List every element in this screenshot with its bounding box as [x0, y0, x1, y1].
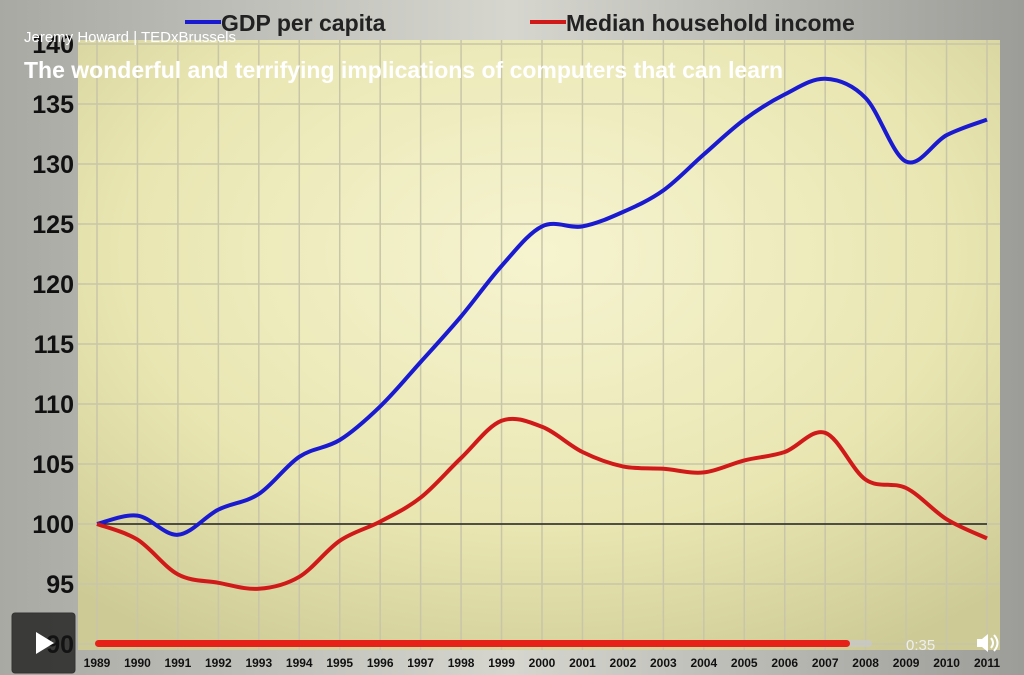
plot-area — [78, 40, 1000, 650]
x-tick-label: 2004 — [690, 656, 717, 670]
player-overlay: Jeremy Howard | TEDxBrussels The wonderf… — [11, 29, 999, 674]
progress-fill — [95, 640, 850, 647]
volume-waves — [990, 634, 999, 652]
y-tick-label: 130 — [32, 151, 74, 179]
x-tick-label: 2006 — [771, 656, 798, 670]
series-line — [96, 76, 988, 537]
x-tick-label: 2011 — [974, 656, 1000, 670]
y-tick-label: 105 — [32, 451, 74, 479]
legend-label: GDP per capita — [221, 10, 386, 36]
x-tick-label: 2001 — [569, 656, 596, 670]
x-tick-label: 1999 — [488, 656, 515, 670]
y-tick-label: 125 — [32, 211, 74, 239]
x-tick-label: 1997 — [407, 656, 434, 670]
y-tick-label: 110 — [34, 391, 74, 419]
volume-button[interactable] — [977, 634, 999, 652]
x-tick-label: 2007 — [812, 656, 839, 670]
series-line — [96, 416, 988, 591]
y-tick-label: 120 — [32, 271, 74, 299]
chart: 9095100105110115120125130135140198919901… — [32, 10, 1000, 670]
y-tick-label: 100 — [32, 511, 74, 539]
x-tick-label: 1992 — [205, 656, 232, 670]
x-tick-label: 2000 — [529, 656, 556, 670]
volume-icon — [977, 634, 988, 652]
x-tick-label: 2009 — [893, 656, 920, 670]
y-tick-label: 140 — [32, 31, 74, 59]
y-tick-label: 135 — [32, 91, 74, 119]
x-tick-label: 2008 — [852, 656, 879, 670]
x-tick-label: 1996 — [367, 656, 394, 670]
x-tick-label: 1995 — [326, 656, 353, 670]
x-tick-label: 1991 — [165, 656, 192, 670]
speaker: Jeremy Howard | TEDxBrussels — [24, 29, 236, 46]
x-tick-label: 1993 — [245, 656, 272, 670]
x-tick-label: 1994 — [286, 656, 313, 670]
time: 0:35 — [906, 637, 935, 654]
legend-label: Median household income — [566, 10, 855, 36]
y-tick-label: 95 — [46, 571, 74, 599]
x-tick-label: 2005 — [731, 656, 758, 670]
talk-title: The wonderful and terrifying implication… — [24, 57, 783, 83]
play-icon — [36, 632, 54, 654]
x-tick-label: 1998 — [448, 656, 475, 670]
x-tick-label: 1989 — [84, 656, 111, 670]
x-tick-label: 2010 — [933, 656, 960, 670]
y-tick-label: 115 — [34, 331, 74, 359]
x-tick-label: 1990 — [124, 656, 151, 670]
x-tick-label: 2003 — [650, 656, 677, 670]
x-tick-label: 2002 — [610, 656, 637, 670]
